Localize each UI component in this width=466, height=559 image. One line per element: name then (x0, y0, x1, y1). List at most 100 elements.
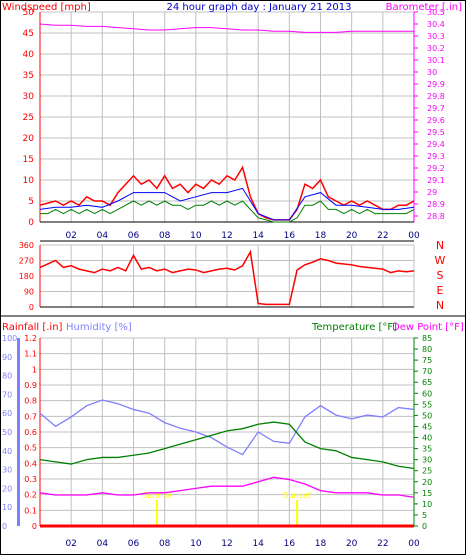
x-tick-label: 08 (159, 539, 171, 549)
dewpoint-axis-label: Dew Point [°F] (392, 322, 464, 333)
y-right-tick-label: 30.5 (427, 8, 445, 17)
rain-tick-label: 0.5 (24, 444, 37, 453)
rain-tick-label: 0.8 (24, 397, 37, 406)
y-left-tick-label: 50 (23, 8, 35, 18)
x-tick-label: 14 (252, 231, 264, 241)
x-tick-label: 10 (190, 231, 202, 241)
x-tick-label: 00 (408, 539, 420, 549)
y-right-tick-label: 30.2 (427, 44, 445, 53)
y-left-tick-label: 35 (23, 71, 34, 81)
y-right-tick-label: 29 (427, 188, 437, 197)
temp-tick-label: 20 (422, 478, 432, 487)
series-line-baro (39, 23, 414, 33)
x-tick-label: 18 (315, 539, 327, 549)
y-right-tick-label: 29.6 (427, 116, 445, 125)
y-right-tick-label: 29.4 (427, 140, 445, 149)
dir-tick-label: 180 (19, 272, 34, 281)
rain-tick-label: 0.4 (24, 459, 37, 468)
y-left-tick-label: 25 (23, 113, 34, 123)
y-left-tick-label: 10 (23, 176, 35, 186)
temp-tick-label: 25 (422, 467, 432, 476)
series-line-dew (39, 476, 415, 498)
x-tick-label: 04 (97, 231, 109, 241)
temp-tick-label: 50 (422, 411, 432, 420)
rain-tick-label: 0.9 (24, 381, 37, 390)
x-tick-label: 18 (315, 231, 327, 241)
y-left-tick-label: 30 (23, 92, 35, 102)
right-axis-label: Barometer [.in] (386, 2, 462, 13)
y-left-tick-label: 0 (28, 218, 34, 228)
rain-tick-label: 0.1 (24, 506, 37, 515)
series-line-temp (39, 421, 415, 470)
x-tick-label: 20 (346, 231, 358, 241)
y-right-tick-label: 29.5 (427, 128, 445, 137)
temp-tick-label: 0 (422, 522, 427, 531)
series-line-wind_mean (39, 187, 415, 221)
x-tick-label: 12 (221, 231, 232, 241)
temp-tick-label: 60 (422, 389, 432, 398)
y-right-tick-label: 29.7 (427, 104, 445, 113)
humidity-axis-label: Humidity [%] (66, 322, 132, 333)
compass-label: W (435, 254, 446, 267)
humidity-tick-label: 20 (2, 484, 12, 493)
humidity-tick-label: 30 (2, 466, 12, 475)
y-right-tick-label: 30 (427, 68, 437, 77)
x-tick-label: 02 (65, 539, 76, 549)
left-axis-label: Windspeed [mph] (2, 2, 91, 13)
temp-tick-label: 35 (422, 445, 432, 454)
humidity-tick-label: 80 (2, 372, 12, 381)
x-tick-label: 02 (65, 231, 76, 241)
temp-tick-label: 70 (422, 367, 432, 376)
temp-tick-label: 30 (422, 456, 432, 465)
y-right-tick-label: 28.9 (427, 200, 445, 209)
compass-label: N (436, 239, 444, 252)
y-left-tick-label: 20 (23, 134, 35, 144)
dir-tick-label: 360 (19, 241, 34, 250)
dir-tick-label: 270 (19, 257, 34, 266)
rain-tick-label: 0 (32, 522, 37, 531)
y-left-tick-label: 15 (23, 155, 34, 165)
temp-tick-label: 80 (422, 345, 432, 354)
x-tick-label: 20 (346, 539, 358, 549)
compass-label: E (437, 284, 444, 297)
sun-marker-label: Sunset (283, 491, 310, 500)
x-tick-label: 22 (377, 231, 388, 241)
y-right-tick-label: 29.1 (427, 176, 445, 185)
compass-label: S (437, 269, 444, 282)
temp-tick-label: 75 (422, 356, 432, 365)
series-line-wind_avg (40, 200, 415, 223)
humidity-tick-label: 90 (2, 353, 12, 362)
rain-axis-label: Rainfall [.in] (2, 322, 63, 333)
rain-tick-label: 1 (32, 365, 37, 374)
y-left-tick-label: 40 (23, 50, 35, 60)
x-tick-label: 08 (159, 231, 171, 241)
x-tick-label: 16 (284, 539, 296, 549)
rain-tick-label: 0.3 (24, 475, 37, 484)
x-tick-label: 22 (377, 539, 388, 549)
humidity-tick-label: 0 (2, 522, 7, 531)
y-right-tick-label: 29.3 (427, 152, 445, 161)
rain-tick-label: 0.7 (24, 412, 37, 421)
temp-tick-label: 45 (422, 422, 432, 431)
y-left-tick-label: 5 (28, 197, 34, 207)
y-right-tick-label: 30.1 (427, 56, 445, 65)
rain-tick-label: 1.2 (24, 334, 37, 343)
humidity-tick-label: 60 (2, 409, 12, 418)
dir-tick-label: 0 (29, 303, 34, 312)
x-tick-label: 04 (97, 539, 109, 549)
y-right-tick-label: 30.3 (427, 32, 445, 41)
y-left-tick-label: 45 (23, 29, 34, 39)
y-right-tick-label: 29.9 (427, 80, 445, 89)
chart-title: 24 hour graph day : January 21 2013 (167, 2, 352, 13)
temp-tick-label: 55 (422, 400, 432, 409)
sun-marker-label: Sunrise (142, 491, 172, 500)
x-tick-label: 12 (221, 539, 232, 549)
compass-label: N (436, 299, 444, 312)
x-tick-label: 06 (128, 231, 140, 241)
humidity-tick-label: 100 (2, 334, 17, 343)
series-line-wind (39, 165, 415, 221)
humidity-tick-label: 10 (2, 503, 12, 512)
humidity-tick-label: 70 (2, 390, 12, 399)
